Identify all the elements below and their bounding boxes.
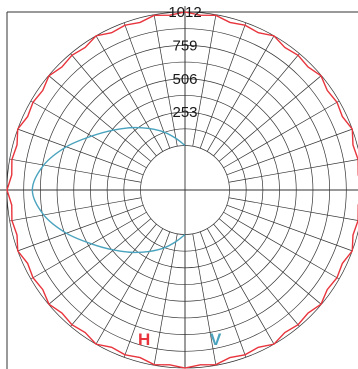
grid-spoke-40 (213, 53, 300, 157)
grid-spoke-260 (9, 197, 142, 222)
polar-grid (0, 6, 358, 369)
grid-spoke-140 (213, 223, 300, 327)
legend-label-v: V (210, 330, 222, 349)
grid-spoke-320 (70, 53, 157, 157)
grid-spoke-50 (218, 75, 322, 162)
grid-spoke-170 (192, 233, 217, 366)
grid-spoke-110 (226, 204, 353, 252)
grid-spoke-80 (228, 159, 358, 183)
legend: H V (138, 330, 222, 349)
radial-tick-label-253: 253 (172, 104, 197, 121)
grid-spoke-310 (48, 75, 152, 162)
grid-spoke-100 (228, 197, 358, 221)
grid-spoke-200 (123, 231, 171, 358)
grid-spoke-70 (226, 128, 353, 176)
grid-spoke-10 (192, 14, 217, 147)
grid-spoke-330 (95, 35, 164, 152)
grid-spoke-160 (199, 231, 247, 358)
grid-spoke-60 (223, 100, 340, 169)
radial-tick-label-759: 759 (172, 37, 197, 54)
grid-spoke-250 (17, 204, 144, 252)
legend-label-h: H (138, 330, 150, 349)
series-v-curve (31, 126, 186, 254)
grid-spoke-190 (153, 233, 178, 366)
grid-spoke-290 (17, 128, 144, 176)
grid-spoke-150 (206, 228, 275, 345)
series-h-curve (6, 11, 358, 369)
radial-tick-labels: 253 506 759 1012 (168, 4, 201, 121)
grid-spoke-240 (30, 211, 147, 280)
radial-tick-label-1012: 1012 (168, 4, 201, 21)
grid-spoke-220 (70, 223, 157, 327)
grid-spoke-280 (9, 158, 142, 183)
grid-spoke-210 (95, 228, 164, 345)
grid-spoke-230 (48, 218, 152, 305)
grid-spoke-130 (218, 218, 322, 305)
grid-spoke-350 (153, 14, 178, 147)
grid-spoke-300 (30, 100, 147, 169)
grid-spoke-120 (223, 211, 340, 280)
grid-spoke-20 (199, 22, 247, 149)
grid-spoke-340 (123, 22, 171, 149)
grid-spoke-30 (206, 35, 275, 152)
series-layer (6, 11, 358, 369)
radial-tick-label-506: 506 (172, 71, 197, 88)
